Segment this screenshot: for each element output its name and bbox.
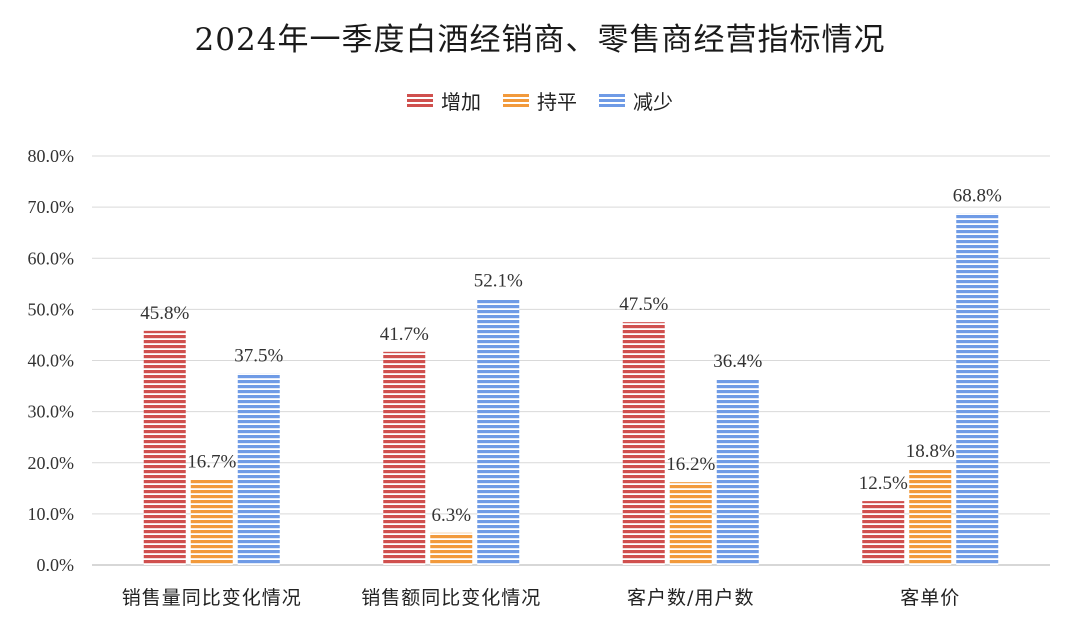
legend-item-increase: 增加 <box>407 86 481 115</box>
y-tick-label: 20.0% <box>28 453 75 473</box>
y-tick-label: 60.0% <box>28 248 75 268</box>
category-label: 销售量同比变化情况 <box>122 587 302 609</box>
legend-swatch-flat <box>503 93 529 108</box>
legend-item-decrease: 减少 <box>599 86 673 115</box>
bar-value-label: 6.3% <box>431 505 471 526</box>
y-tick-label: 10.0% <box>28 504 75 524</box>
bar-value-label: 41.7% <box>380 324 429 345</box>
y-tick-label: 70.0% <box>28 197 75 217</box>
legend: 增加 持平 减少 <box>0 86 1080 115</box>
bar-value-label: 68.8% <box>953 185 1002 206</box>
bar-value-label: 52.1% <box>474 271 523 292</box>
category-label: 客户数/用户数 <box>627 587 754 609</box>
bar-value-label: 16.7% <box>187 452 236 473</box>
y-tick-label: 0.0% <box>37 555 75 575</box>
bar-1-1 <box>430 532 473 565</box>
legend-swatch-increase <box>407 93 433 108</box>
bar-2-1 <box>477 298 520 565</box>
bar-value-label: 45.8% <box>140 303 189 324</box>
bar-value-label: 12.5% <box>859 473 908 494</box>
bar-value-label: 16.2% <box>666 454 715 475</box>
legend-label-flat: 持平 <box>537 90 577 114</box>
bar-value-label: 36.4% <box>713 351 762 372</box>
bar-1-2 <box>669 482 712 565</box>
bar-value-label: 47.5% <box>619 294 668 315</box>
bar-0-0 <box>143 330 186 565</box>
legend-swatch-decrease <box>599 93 625 108</box>
y-tick-label: 30.0% <box>28 402 75 422</box>
y-tick-label: 80.0% <box>28 146 75 166</box>
bar-0-1 <box>383 351 426 565</box>
bar-0-3 <box>862 501 905 565</box>
chart-title: 2024年一季度白酒经销商、零售商经营指标情况 <box>194 22 886 58</box>
bar-0-2 <box>622 322 665 565</box>
legend-label-decrease: 减少 <box>633 90 673 114</box>
y-tick-label: 40.0% <box>28 351 75 371</box>
bar-1-0 <box>190 479 233 565</box>
bar-2-2 <box>716 378 759 565</box>
bar-value-label: 37.5% <box>234 345 283 366</box>
legend-label-increase: 增加 <box>441 90 481 114</box>
category-label: 销售额同比变化情况 <box>361 587 541 609</box>
bar-2-3 <box>956 213 999 565</box>
bar-value-label: 18.8% <box>906 441 955 462</box>
legend-item-flat: 持平 <box>503 86 577 115</box>
y-tick-label: 50.0% <box>28 299 75 319</box>
category-label: 客单价 <box>900 587 960 609</box>
bar-1-3 <box>909 468 952 565</box>
bar-2-0 <box>237 373 280 565</box>
